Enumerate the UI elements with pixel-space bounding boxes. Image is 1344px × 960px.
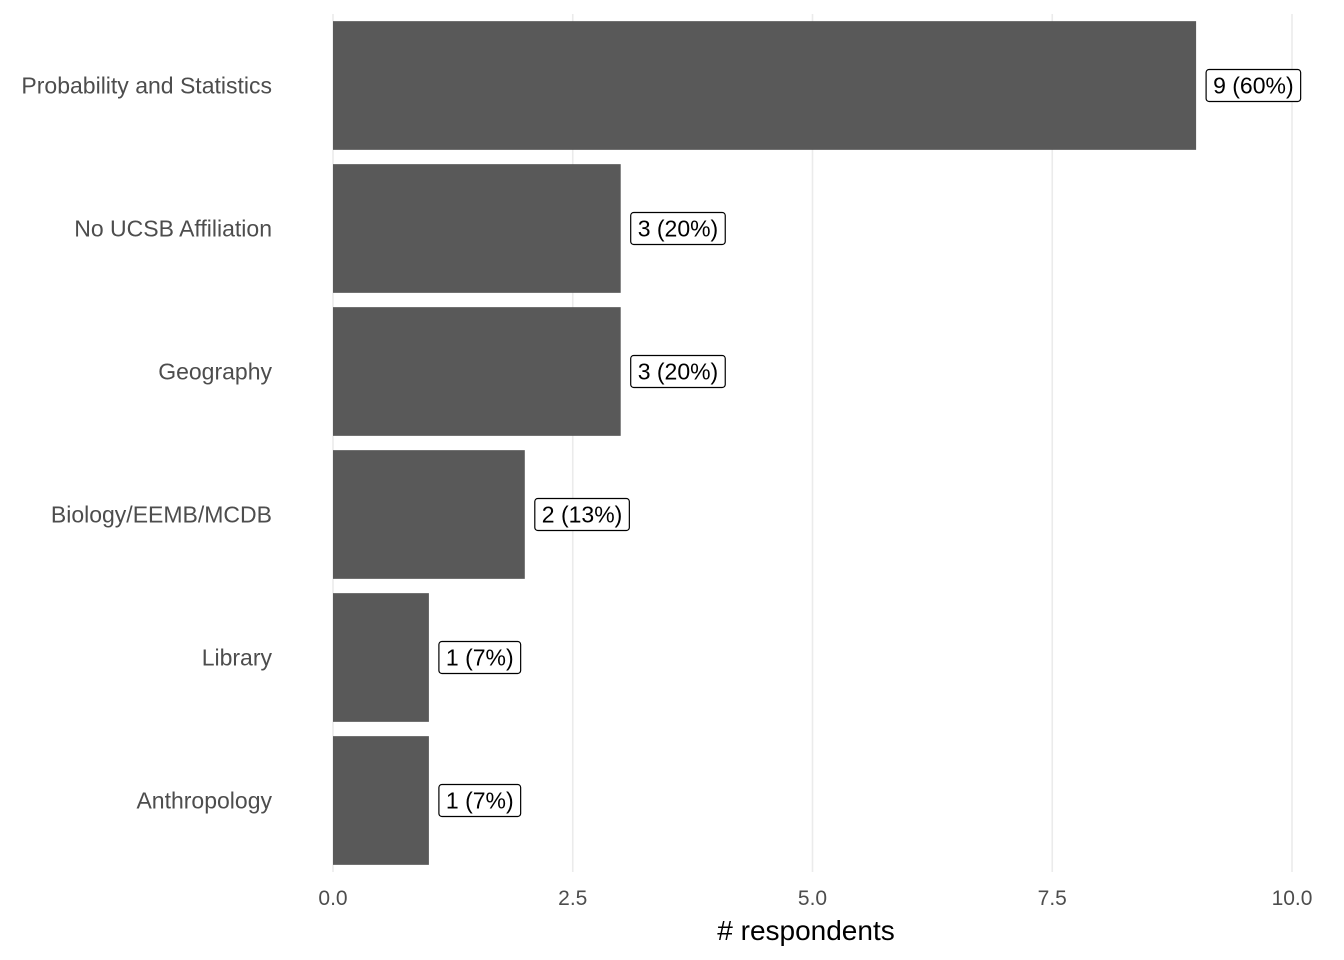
bar — [333, 736, 429, 865]
category-labels: Probability and Statistics No UCSB Affili… — [21, 73, 272, 814]
data-label: 3 (20%) — [630, 211, 726, 246]
data-label: 3 (20%) — [630, 354, 726, 389]
category-label: No UCSB Affiliation — [74, 216, 272, 242]
data-label-box — [438, 783, 522, 818]
data-label-text: 2 (13%) — [542, 502, 623, 528]
x-tick-label: 10.0 — [1272, 887, 1313, 910]
grid-lines — [332, 14, 1293, 872]
data-labels: 9 (60%) 3 (20%) 3 (20%) 2 (13%) 1 (7%) 1 (7%) — [438, 68, 1302, 818]
data-label-text: 1 (7%) — [446, 645, 514, 671]
category-label: Probability and Statistics — [21, 73, 272, 99]
category-label: Biology/EEMB/MCDB — [51, 502, 272, 528]
category-label: Library — [202, 645, 273, 671]
bar — [333, 307, 621, 436]
data-label-box — [534, 497, 630, 532]
data-label: 1 (7%) — [438, 783, 522, 818]
bar — [333, 164, 621, 293]
data-label-box — [630, 211, 726, 246]
x-axis-title: # respondents — [717, 915, 894, 946]
bars — [333, 21, 1197, 865]
x-tick-label: 5.0 — [798, 887, 827, 910]
data-label-text: 1 (7%) — [446, 788, 514, 814]
data-label-text: 3 (20%) — [638, 359, 719, 385]
x-tick-label: 0.0 — [318, 887, 347, 910]
bar — [333, 450, 525, 579]
bar — [333, 21, 1197, 150]
data-label-text: 9 (60%) — [1213, 73, 1294, 99]
data-label: 1 (7%) — [438, 640, 522, 675]
x-tick-label: 2.5 — [558, 887, 587, 910]
bar — [333, 593, 429, 722]
category-label: Anthropology — [136, 788, 272, 814]
data-label-box — [1205, 68, 1302, 103]
data-label-box — [438, 640, 522, 675]
data-label: 2 (13%) — [534, 497, 630, 532]
data-label: 9 (60%) — [1205, 68, 1302, 103]
x-tick-labels: 0.0 2.5 5.0 7.5 10.0 — [318, 887, 1312, 910]
data-label-text: 3 (20%) — [638, 216, 719, 242]
x-tick-label: 7.5 — [1038, 887, 1067, 910]
data-label-box — [630, 354, 726, 389]
category-label: Geography — [158, 359, 272, 385]
